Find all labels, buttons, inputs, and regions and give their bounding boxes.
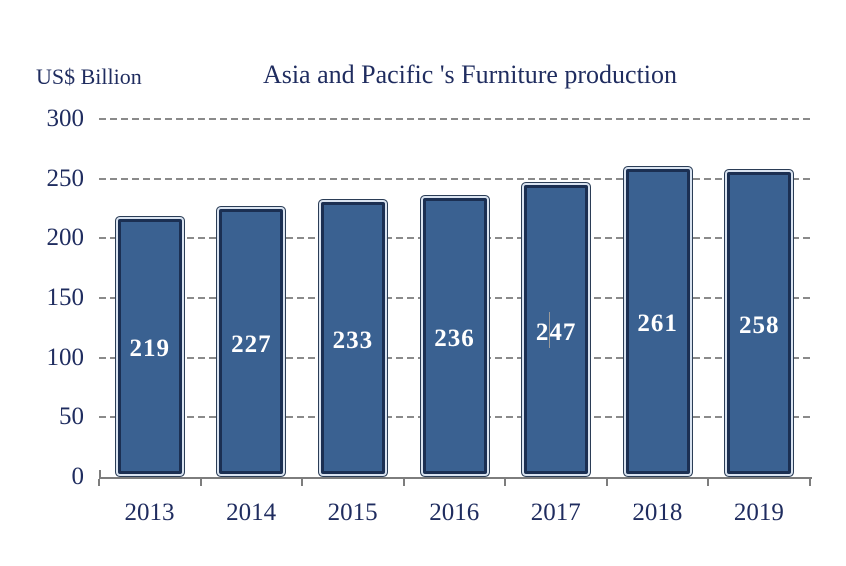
x-tick-label: 2015 — [327, 499, 378, 526]
y-tick-label: 250 — [46, 164, 85, 192]
x-tick-label: 2019 — [733, 499, 784, 526]
bar-value-label: 233 — [332, 326, 374, 354]
y-axis-unit-label: US$ Billion — [36, 64, 142, 89]
x-tick-label: 2017 — [530, 499, 581, 526]
bar-2017: 247 — [524, 185, 589, 474]
x-tick-label: 2014 — [226, 499, 277, 526]
y-tick-label: 300 — [46, 105, 85, 132]
x-axis-tick — [809, 479, 811, 486]
bar-2015: 233 — [320, 201, 385, 474]
chart-title: Asia and Pacific 's Furniture production — [262, 60, 678, 89]
bar-value-label: 247 — [535, 318, 577, 346]
y-tick-label: 150 — [46, 284, 85, 311]
x-axis-tick — [707, 479, 710, 486]
gridline-300 — [99, 118, 810, 120]
bar-2013: 219 — [117, 218, 182, 474]
bar-value-label: 261 — [637, 310, 678, 338]
x-axis-tick — [199, 479, 202, 486]
y-tick-label: 50 — [59, 403, 84, 431]
bar-2014: 227 — [219, 209, 284, 474]
x-axis-line — [99, 477, 812, 479]
y-tick-label: 200 — [46, 224, 85, 252]
y-tick-label: 100 — [46, 343, 85, 371]
x-axis-tick — [301, 479, 304, 486]
bar-value-label: 236 — [434, 325, 475, 353]
x-axis-tick — [402, 479, 405, 486]
bar-2016: 236 — [422, 198, 487, 474]
x-tick-label: 2016 — [429, 499, 480, 526]
x-tick-label: 2018 — [632, 499, 683, 526]
bar-value-label: 258 — [738, 312, 780, 340]
x-axis-tick — [504, 479, 507, 486]
x-axis-tick — [605, 479, 608, 486]
bar-2019: 258 — [727, 172, 792, 474]
x-tick-label: 2013 — [124, 499, 175, 526]
cursor-artifact — [549, 312, 550, 348]
bar-value-label: 219 — [129, 335, 171, 363]
gridline-250 — [99, 177, 810, 180]
bar-value-label: 227 — [231, 330, 272, 358]
axis-start-stub — [99, 470, 101, 477]
bar-2018: 261 — [625, 168, 690, 474]
x-axis-tick — [98, 479, 100, 486]
y-tick-label: 0 — [71, 463, 85, 490]
